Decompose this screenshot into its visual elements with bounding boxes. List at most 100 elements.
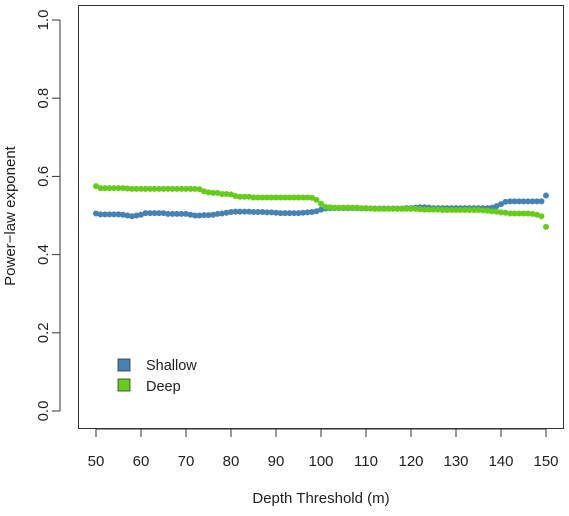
- data-point-deep: [331, 204, 338, 211]
- y-axis-title: Power−law exponent: [2, 145, 19, 286]
- data-point-deep: [192, 185, 198, 192]
- data-point-shallow: [300, 209, 306, 216]
- data-point-shallow: [129, 213, 135, 220]
- data-point-shallow: [543, 192, 549, 199]
- data-point-deep: [318, 200, 324, 207]
- data-point-shallow: [502, 198, 509, 205]
- data-point-shallow: [196, 212, 203, 219]
- data-point-deep: [151, 185, 158, 192]
- data-points: [93, 183, 549, 230]
- data-point-deep: [471, 207, 477, 214]
- x-tick-label: 60: [133, 453, 150, 470]
- y-tick-label: 0.2: [35, 322, 52, 343]
- data-point-deep: [439, 207, 446, 214]
- data-point-deep: [169, 185, 176, 192]
- x-tick-label: 140: [488, 453, 513, 470]
- y-tick-label: 1.0: [35, 10, 52, 31]
- data-point-deep: [241, 193, 248, 200]
- data-point-shallow: [106, 211, 113, 218]
- data-point-deep: [322, 203, 329, 210]
- data-point-shallow: [246, 208, 252, 215]
- data-point-deep: [255, 194, 261, 201]
- data-point-deep: [228, 191, 234, 198]
- data-point-shallow: [120, 211, 126, 218]
- data-point-shallow: [205, 212, 212, 219]
- data-point-deep: [187, 185, 194, 192]
- data-point-deep: [277, 194, 284, 201]
- data-point-shallow: [228, 208, 234, 215]
- data-point-deep: [489, 208, 495, 215]
- data-point-deep: [408, 205, 414, 212]
- data-point-deep: [466, 207, 473, 214]
- data-point-shallow: [232, 208, 239, 215]
- data-point-deep: [174, 185, 180, 192]
- data-point-deep: [250, 194, 257, 201]
- data-point-deep: [327, 204, 333, 211]
- data-point-deep: [358, 205, 365, 212]
- data-point-shallow: [151, 210, 158, 217]
- data-point-shallow: [318, 206, 324, 213]
- data-point-deep: [394, 205, 401, 212]
- x-axis-title: Depth Threshold (m): [252, 490, 389, 507]
- data-point-deep: [111, 185, 117, 192]
- data-point-deep: [480, 207, 486, 214]
- y-axis: 0.0 0.2 0.4 0.6 0.8 1.0: [35, 10, 61, 421]
- x-tick-label: 80: [223, 453, 240, 470]
- data-point-deep: [246, 193, 252, 200]
- data-point-deep: [106, 185, 113, 192]
- data-point-deep: [444, 207, 450, 214]
- data-point-deep: [142, 185, 149, 192]
- data-point-deep: [507, 210, 513, 217]
- data-point-deep: [381, 205, 387, 212]
- data-point-shallow: [138, 211, 144, 218]
- data-point-deep: [165, 185, 171, 192]
- x-tick-label: 110: [354, 453, 378, 470]
- data-point-shallow: [259, 208, 266, 215]
- data-point-deep: [403, 205, 410, 212]
- data-point-deep: [223, 190, 230, 197]
- data-point-shallow: [520, 198, 527, 205]
- data-point-shallow: [286, 210, 293, 217]
- y-tick-label: 0.8: [35, 88, 52, 109]
- x-tick-label: 50: [88, 453, 105, 470]
- data-point-deep: [543, 223, 549, 230]
- data-point-shallow: [313, 208, 320, 215]
- data-point-deep: [291, 194, 297, 201]
- x-tick-label: 150: [533, 453, 558, 470]
- data-point-deep: [336, 204, 342, 211]
- data-point-shallow: [147, 210, 153, 217]
- data-point-deep: [340, 204, 347, 211]
- data-point-deep: [462, 207, 468, 214]
- data-point-shallow: [538, 198, 545, 205]
- data-point-deep: [484, 207, 491, 214]
- data-point-shallow: [133, 212, 140, 219]
- data-point-deep: [282, 194, 288, 201]
- data-point-shallow: [250, 208, 257, 215]
- data-point-shallow: [201, 212, 207, 219]
- data-point-shallow: [525, 198, 531, 205]
- data-point-deep: [376, 205, 383, 212]
- data-point-deep: [475, 207, 482, 214]
- data-point-deep: [363, 205, 369, 212]
- data-point-deep: [97, 185, 104, 192]
- x-axis: 50 60 70 80 90 100 110 120 130 140 150: [88, 428, 559, 470]
- data-point-deep: [237, 193, 243, 200]
- data-point-shallow: [93, 210, 99, 217]
- data-point-deep: [205, 189, 212, 196]
- x-tick-label: 100: [308, 453, 333, 470]
- data-point-deep: [183, 185, 189, 192]
- data-point-deep: [511, 210, 518, 217]
- data-point-deep: [160, 185, 167, 192]
- data-point-deep: [214, 189, 221, 196]
- data-point-shallow: [277, 210, 284, 217]
- data-point-deep: [115, 185, 122, 192]
- data-point-shallow: [183, 210, 189, 217]
- data-point-shallow: [516, 198, 522, 205]
- data-point-deep: [309, 194, 315, 201]
- data-point-shallow: [493, 203, 500, 210]
- data-point-deep: [448, 207, 455, 214]
- data-point-shallow: [214, 210, 221, 217]
- data-point-deep: [516, 210, 522, 217]
- x-tick-label: 90: [268, 453, 285, 470]
